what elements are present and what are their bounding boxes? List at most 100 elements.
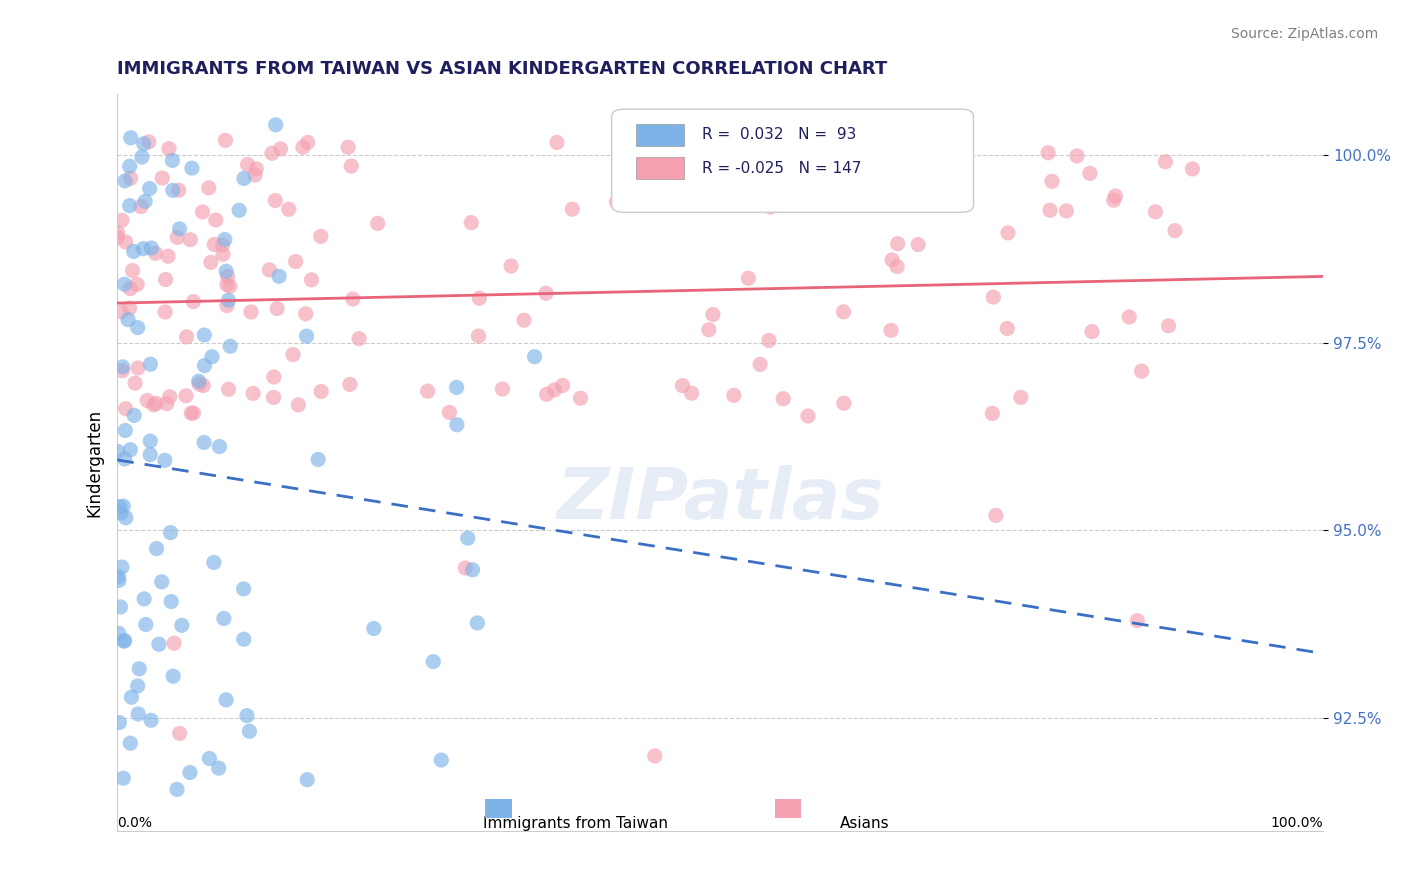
- Text: R = -0.025   N = 147: R = -0.025 N = 147: [702, 161, 862, 176]
- Point: [122, 244, 145, 259]
- Point: [491, 382, 513, 396]
- Point: [208, 761, 231, 775]
- Point: [174, 389, 197, 403]
- Point: [1144, 204, 1167, 219]
- Point: [107, 444, 129, 458]
- Point: [122, 409, 145, 423]
- Point: [468, 291, 491, 305]
- Point: [1130, 364, 1153, 378]
- Point: [681, 386, 703, 401]
- Point: [114, 633, 136, 648]
- Point: [114, 401, 136, 416]
- Point: [772, 392, 794, 406]
- Point: [127, 320, 149, 334]
- Point: [439, 405, 461, 419]
- Text: R =  0.032   N =  93: R = 0.032 N = 93: [702, 128, 856, 143]
- Point: [110, 305, 132, 319]
- Point: [281, 348, 304, 362]
- Point: [309, 384, 332, 399]
- Point: [813, 177, 835, 191]
- Point: [139, 357, 162, 371]
- Point: [737, 271, 759, 285]
- Point: [295, 329, 318, 343]
- FancyBboxPatch shape: [775, 799, 801, 818]
- Point: [117, 312, 139, 326]
- Point: [446, 417, 468, 432]
- Point: [430, 753, 453, 767]
- Point: [461, 563, 484, 577]
- Point: [339, 377, 361, 392]
- Point: [120, 442, 142, 457]
- Point: [605, 195, 627, 210]
- Point: [240, 305, 263, 319]
- Point: [1104, 189, 1126, 203]
- Text: 0.0%: 0.0%: [117, 816, 152, 830]
- Point: [1054, 203, 1077, 218]
- Point: [127, 277, 149, 292]
- Point: [108, 715, 131, 730]
- Point: [114, 277, 136, 292]
- Point: [1040, 174, 1063, 188]
- Point: [543, 383, 565, 397]
- Point: [153, 305, 176, 319]
- Point: [120, 690, 142, 705]
- Point: [183, 294, 205, 309]
- Point: [114, 424, 136, 438]
- Point: [111, 560, 134, 574]
- Point: [1078, 166, 1101, 180]
- Point: [454, 561, 477, 575]
- Point: [460, 216, 482, 230]
- Point: [218, 382, 240, 396]
- Point: [907, 237, 929, 252]
- Point: [534, 286, 557, 301]
- Point: [218, 279, 240, 293]
- Y-axis label: Kindergarten: Kindergarten: [86, 409, 103, 516]
- Point: [215, 264, 238, 278]
- Point: [523, 350, 546, 364]
- Point: [139, 713, 162, 727]
- Point: [135, 617, 157, 632]
- Point: [139, 434, 162, 449]
- Point: [111, 359, 134, 374]
- Point: [828, 188, 851, 202]
- Point: [180, 406, 202, 420]
- Point: [569, 391, 592, 405]
- Point: [112, 499, 135, 513]
- Point: [108, 626, 131, 640]
- Point: [120, 282, 142, 296]
- Point: [118, 159, 141, 173]
- Point: [176, 330, 198, 344]
- Point: [1102, 193, 1125, 207]
- Point: [202, 237, 225, 252]
- Point: [198, 751, 221, 765]
- Point: [1118, 310, 1140, 324]
- Point: [191, 205, 214, 219]
- Point: [925, 148, 948, 162]
- Point: [551, 378, 574, 392]
- Point: [187, 374, 209, 388]
- Point: [291, 140, 314, 154]
- Text: Source: ZipAtlas.com: Source: ZipAtlas.com: [1230, 27, 1378, 41]
- Point: [536, 387, 558, 401]
- Point: [180, 161, 202, 175]
- Point: [150, 171, 173, 186]
- Point: [111, 364, 134, 378]
- Point: [193, 435, 215, 450]
- Point: [111, 213, 134, 227]
- Point: [751, 162, 773, 177]
- Point: [217, 269, 239, 284]
- Point: [110, 506, 132, 520]
- Point: [723, 388, 745, 402]
- Point: [132, 591, 155, 606]
- Point: [367, 216, 389, 230]
- Point: [107, 230, 129, 244]
- Point: [114, 510, 136, 524]
- FancyBboxPatch shape: [485, 799, 512, 818]
- Point: [188, 377, 211, 392]
- Point: [218, 293, 240, 307]
- Point: [758, 334, 780, 348]
- Point: [1181, 161, 1204, 176]
- Point: [153, 453, 176, 467]
- Point: [179, 765, 201, 780]
- Point: [245, 161, 267, 176]
